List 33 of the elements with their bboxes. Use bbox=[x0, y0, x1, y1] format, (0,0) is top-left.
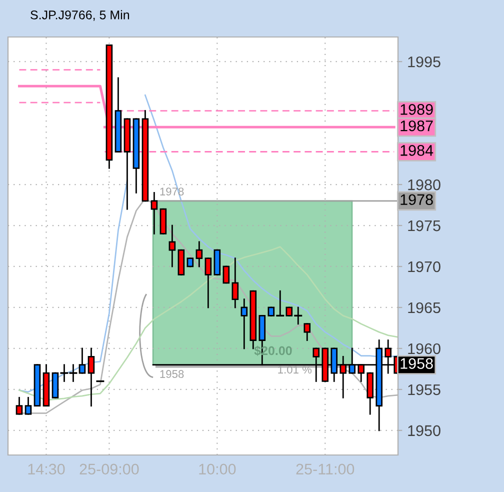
candlestick bbox=[196, 241, 203, 268]
candlestick bbox=[24, 396, 32, 415]
ref-line-label: 1978 bbox=[400, 194, 433, 206]
ref-line-label: 1987 bbox=[400, 120, 433, 132]
chart-title: S.JP.J9766, 5 Min bbox=[30, 10, 130, 21]
ref-line-label: 1958 bbox=[400, 358, 433, 369]
y-tick-label: 1975 bbox=[408, 220, 440, 232]
candlestick bbox=[240, 298, 248, 350]
x-tick-label: 25-09:00 bbox=[80, 464, 139, 475]
ref-line-label: 1984 bbox=[400, 145, 434, 156]
candlestick bbox=[222, 266, 230, 284]
candlestick bbox=[232, 258, 239, 308]
candlestick bbox=[16, 396, 23, 415]
candlestick bbox=[304, 323, 311, 341]
x-tick-label: 10:00 bbox=[199, 464, 236, 475]
x-tick-label: 14:30 bbox=[28, 464, 65, 475]
y-tick-label: 1955 bbox=[408, 384, 440, 396]
candlestick bbox=[88, 348, 95, 407]
y-tick-label: 1980 bbox=[408, 179, 440, 190]
annotation: 1.01 % bbox=[278, 366, 312, 374]
candlestick bbox=[168, 224, 176, 268]
annotation: 1958 bbox=[160, 370, 184, 378]
y-tick-label: 1960 bbox=[408, 343, 440, 354]
ref-line-label: 1989 bbox=[400, 104, 433, 115]
y-tick-label: 1950 bbox=[408, 425, 440, 436]
x-tick-label: 25-11:00 bbox=[296, 464, 354, 475]
line-series bbox=[18, 246, 398, 401]
y-tick-label: 1965 bbox=[408, 302, 440, 314]
candlestick bbox=[78, 348, 86, 374]
candlestick bbox=[204, 258, 212, 308]
y-tick-label: 1970 bbox=[408, 261, 440, 272]
y-tick-label: 1995 bbox=[408, 56, 440, 68]
candlestick bbox=[150, 192, 158, 234]
